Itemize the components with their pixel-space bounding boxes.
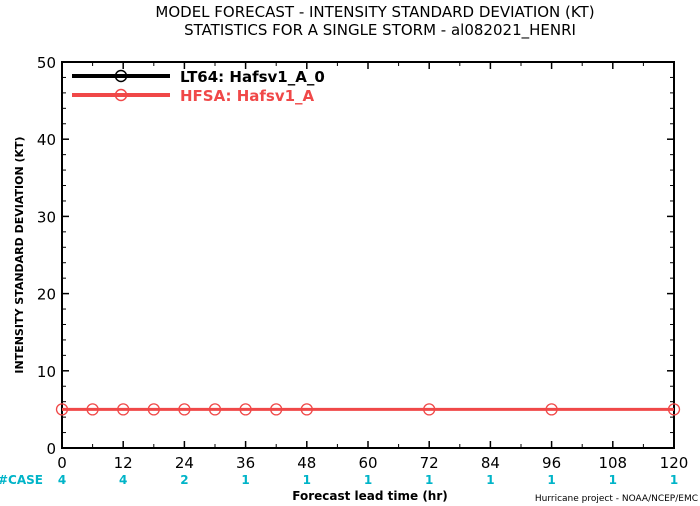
case-count: 2	[180, 473, 188, 487]
legend-label-0: LT64: Hafsv1_A_0	[180, 68, 325, 86]
x-tick-label: 72	[420, 454, 439, 472]
x-tick-label: 120	[660, 454, 689, 472]
x-axis-label: Forecast lead time (hr)	[292, 489, 448, 503]
plot-area: 0 10 20 30 40 50 0 12 24 36 48 60 72 84 96 108 120 LT64: …	[37, 54, 688, 472]
x-tick-label: 0	[57, 454, 67, 472]
case-count: 1	[241, 473, 249, 487]
data-point	[208, 403, 222, 416]
data-point	[423, 403, 436, 416]
data-point	[86, 403, 99, 416]
legend-label-1: HFSA: Hafsv1_A	[180, 87, 315, 105]
data-point	[178, 403, 191, 416]
data-point	[147, 403, 160, 416]
y-tick-label: 40	[37, 131, 56, 149]
x-tick-label: 60	[358, 454, 377, 472]
x-tick-label: 48	[297, 454, 316, 472]
case-label: #CASE	[0, 473, 43, 487]
x-tick-label: 108	[598, 454, 627, 472]
x-tick-label: 12	[114, 454, 133, 472]
data-point	[300, 403, 313, 416]
data-point	[545, 403, 558, 416]
data-point	[117, 403, 130, 416]
case-count: 1	[547, 473, 555, 487]
y-tick-label: 30	[37, 208, 56, 226]
case-count: 4	[58, 473, 66, 487]
y-tick-label: 20	[37, 286, 56, 304]
legend-marker-1	[114, 88, 128, 102]
case-count: 1	[670, 473, 678, 487]
plot-frame	[61, 61, 675, 449]
x-tick-label: 36	[236, 454, 255, 472]
case-count: 1	[609, 473, 617, 487]
case-count: 1	[425, 473, 433, 487]
chart-title: MODEL FORECAST - INTENSITY STANDARD DEVI…	[155, 3, 594, 21]
data-point	[55, 403, 69, 416]
y-tick-label: 10	[37, 363, 56, 381]
y-tick-label: 50	[37, 54, 56, 72]
data-point	[270, 403, 283, 416]
credit-text: Hurricane project - NOAA/NCEP/EMC	[535, 494, 698, 504]
case-count: 4	[119, 473, 127, 487]
legend-marker-0	[114, 69, 128, 83]
data-point	[667, 403, 681, 416]
x-tick-label: 24	[175, 454, 194, 472]
x-tick-label: 84	[481, 454, 500, 472]
case-count: 1	[486, 473, 494, 487]
case-count: 1	[364, 473, 372, 487]
y-tick-label: 0	[46, 440, 56, 458]
y-axis-label: INTENSITY STANDARD DEVIATION (KT)	[13, 136, 26, 373]
data-point	[239, 403, 252, 416]
x-tick-label: 96	[542, 454, 561, 472]
chart-subtitle: STATISTICS FOR A SINGLE STORM - al082021…	[184, 21, 576, 40]
case-count: 1	[303, 473, 311, 487]
